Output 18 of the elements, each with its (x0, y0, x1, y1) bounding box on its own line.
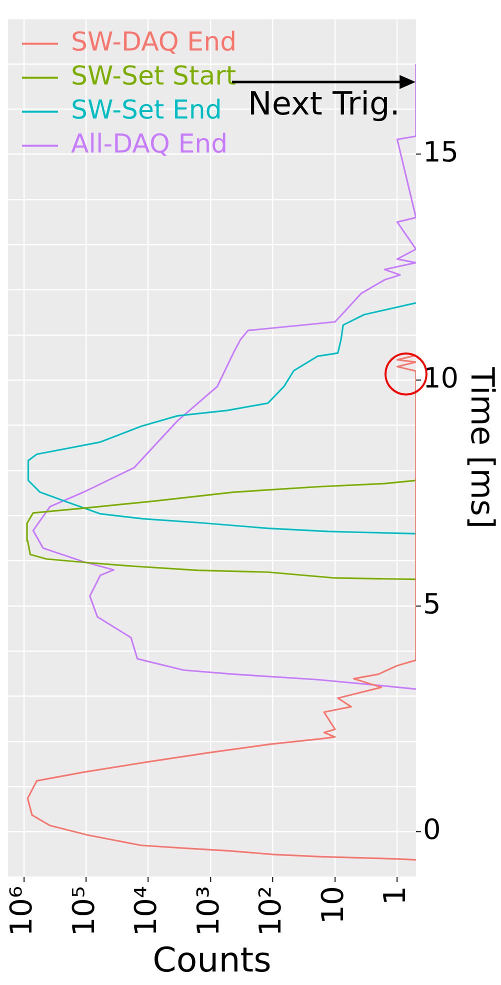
x-axis-title: Counts (152, 940, 272, 980)
y-tick-label: 10 (422, 361, 459, 394)
legend-label: SW-DAQ End (71, 28, 237, 58)
x-tick-label: 10⁶ (4, 886, 40, 936)
annotation: Next Trig. (248, 84, 400, 123)
x-tick-label: 1 (378, 886, 414, 906)
y-axis-title: Time [ms] (463, 366, 501, 529)
x-tick-label: 10 (316, 886, 351, 924)
y-tick-label: 15 (422, 136, 459, 169)
x-tick-label: 10⁴ (129, 886, 164, 936)
x-tick-label: 10² (254, 886, 289, 936)
y-tick-label: 5 (422, 587, 441, 620)
x-tick-label: 10⁵ (66, 886, 102, 936)
y-tick-label: 0 (422, 813, 441, 846)
legend-label: All-DAQ End (71, 130, 228, 160)
legend-label: SW-Set Start (71, 62, 236, 92)
x-tick-label: 10³ (191, 886, 226, 936)
legend-label: SW-Set End (71, 96, 222, 126)
